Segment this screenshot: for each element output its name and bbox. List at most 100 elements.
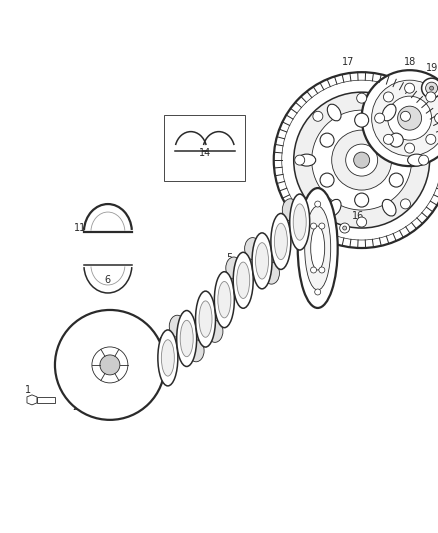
Ellipse shape (382, 199, 396, 216)
Ellipse shape (180, 320, 193, 357)
Circle shape (405, 83, 415, 93)
FancyBboxPatch shape (37, 397, 55, 403)
Circle shape (434, 113, 438, 123)
Ellipse shape (252, 233, 272, 289)
Circle shape (332, 130, 392, 190)
Circle shape (340, 223, 350, 233)
Text: 16: 16 (352, 211, 364, 221)
Circle shape (422, 78, 438, 98)
Circle shape (319, 267, 325, 273)
Text: 18: 18 (403, 57, 416, 67)
Circle shape (389, 133, 403, 147)
Text: 14: 14 (199, 148, 211, 158)
Ellipse shape (290, 194, 310, 250)
Circle shape (66, 321, 154, 409)
Ellipse shape (161, 340, 174, 376)
Circle shape (388, 96, 431, 140)
Circle shape (343, 226, 346, 230)
Text: 2: 2 (72, 402, 78, 412)
Ellipse shape (214, 272, 234, 328)
Circle shape (86, 341, 134, 389)
Ellipse shape (293, 204, 306, 240)
Ellipse shape (327, 104, 341, 121)
Circle shape (400, 111, 410, 122)
Ellipse shape (237, 262, 250, 298)
FancyBboxPatch shape (164, 115, 245, 181)
Circle shape (426, 92, 436, 102)
Ellipse shape (218, 281, 231, 318)
Circle shape (419, 155, 429, 165)
Circle shape (355, 193, 369, 207)
Circle shape (320, 173, 334, 187)
Ellipse shape (408, 154, 426, 166)
Circle shape (312, 110, 412, 210)
Circle shape (100, 355, 120, 375)
Ellipse shape (177, 311, 197, 367)
Circle shape (346, 144, 378, 176)
Text: 1: 1 (25, 385, 31, 395)
Ellipse shape (311, 226, 325, 270)
Circle shape (374, 113, 385, 123)
Circle shape (80, 335, 140, 395)
Circle shape (362, 70, 438, 166)
Circle shape (405, 143, 415, 153)
Ellipse shape (233, 252, 253, 308)
Circle shape (383, 134, 393, 144)
Text: 17: 17 (342, 57, 354, 67)
Ellipse shape (255, 243, 268, 279)
Circle shape (58, 313, 162, 417)
Circle shape (295, 155, 305, 165)
Circle shape (430, 86, 434, 90)
Circle shape (426, 134, 436, 144)
Ellipse shape (188, 340, 204, 362)
Ellipse shape (169, 315, 185, 337)
Circle shape (426, 82, 438, 94)
Ellipse shape (274, 223, 287, 260)
Circle shape (383, 92, 393, 102)
Circle shape (311, 267, 317, 273)
Circle shape (357, 93, 367, 103)
Text: 11: 11 (74, 223, 86, 233)
Circle shape (389, 173, 403, 187)
Ellipse shape (264, 262, 279, 284)
Text: 5: 5 (226, 253, 233, 263)
Ellipse shape (382, 104, 396, 121)
Circle shape (353, 152, 370, 168)
Ellipse shape (158, 330, 178, 386)
Circle shape (315, 289, 321, 295)
Circle shape (70, 325, 150, 405)
Circle shape (398, 106, 422, 130)
Ellipse shape (207, 320, 223, 342)
Circle shape (313, 111, 323, 122)
Ellipse shape (298, 154, 316, 166)
Text: 19: 19 (425, 63, 438, 73)
Ellipse shape (226, 257, 242, 279)
Circle shape (311, 223, 317, 229)
Text: 3: 3 (57, 348, 63, 358)
Ellipse shape (245, 238, 261, 260)
Circle shape (315, 201, 321, 207)
Ellipse shape (298, 188, 338, 308)
Text: 4: 4 (157, 337, 163, 347)
Circle shape (400, 199, 410, 209)
Ellipse shape (327, 199, 341, 216)
Circle shape (282, 80, 438, 240)
Ellipse shape (305, 206, 331, 290)
Circle shape (355, 113, 369, 127)
Ellipse shape (199, 301, 212, 337)
Circle shape (313, 199, 323, 209)
FancyBboxPatch shape (68, 379, 82, 395)
Circle shape (92, 347, 128, 383)
Ellipse shape (271, 214, 291, 269)
FancyBboxPatch shape (150, 354, 164, 362)
Circle shape (319, 223, 325, 229)
Circle shape (357, 217, 367, 227)
Ellipse shape (283, 199, 298, 221)
Polygon shape (27, 395, 37, 405)
Circle shape (294, 92, 430, 228)
Circle shape (76, 331, 144, 399)
Ellipse shape (195, 291, 215, 347)
Circle shape (320, 133, 334, 147)
Circle shape (55, 310, 165, 420)
Circle shape (274, 72, 438, 248)
